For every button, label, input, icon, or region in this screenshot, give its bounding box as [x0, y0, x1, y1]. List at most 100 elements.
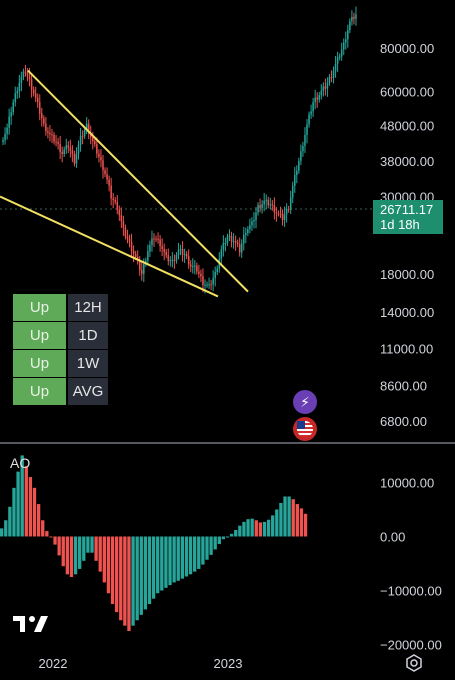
candle-body: [89, 133, 92, 138]
ao-bar: [246, 519, 250, 537]
candle-body: [112, 198, 114, 200]
candle-body: [263, 200, 265, 205]
candle-body: [147, 251, 149, 261]
candle-body: [16, 91, 19, 94]
us-flag-icon[interactable]: [293, 417, 317, 441]
settings-icon[interactable]: [405, 654, 423, 672]
candle-body: [289, 197, 292, 210]
candle-body: [59, 143, 61, 153]
candle-body: [143, 263, 145, 274]
candle-body: [49, 132, 51, 135]
ao-bar: [69, 536, 74, 578]
candle-body: [151, 238, 153, 245]
price-tick-label: 11000.00: [380, 341, 433, 356]
signal-timeframe: 1D: [68, 322, 108, 349]
signal-timeframe: AVG: [68, 378, 108, 405]
candle-body: [155, 238, 157, 240]
ao-bar: [28, 477, 33, 537]
ao-bar: [41, 520, 45, 537]
candle-body: [26, 72, 29, 76]
price-tick-label: 8600.00: [380, 379, 427, 394]
candle-body: [134, 253, 137, 257]
bar-countdown: 1d 18h: [380, 217, 420, 232]
candle-body: [77, 144, 80, 154]
ao-bar: [299, 508, 304, 537]
candle-body: [73, 153, 76, 164]
candle-body: [204, 284, 206, 286]
ao-tick-label: 10000.00: [380, 475, 434, 490]
ao-bar: [86, 536, 90, 553]
ao-bar: [188, 536, 193, 575]
ao-bar: [205, 536, 209, 560]
candle-body: [126, 236, 129, 239]
candle-body: [283, 214, 286, 221]
candle-body: [230, 236, 233, 242]
ao-bar: [262, 521, 267, 537]
candle-body: [104, 170, 106, 175]
ao-bar: [229, 533, 234, 537]
signal-timeframe: 1W: [68, 350, 108, 377]
candle-body: [98, 153, 100, 157]
candle-body: [28, 75, 31, 80]
ao-bar: [123, 536, 127, 626]
candle-body: [47, 131, 49, 133]
ao-bar: [57, 536, 61, 556]
candle-body: [53, 134, 55, 142]
ao-bar: [180, 536, 184, 579]
ao-bar: [168, 536, 172, 586]
ao-indicator-label[interactable]: AO: [10, 455, 31, 471]
signal-status: Up: [13, 350, 66, 377]
candle-body: [255, 212, 257, 221]
candle-body: [43, 118, 45, 124]
candle-body: [320, 90, 323, 96]
ao-tick-label: −20000.00: [380, 638, 442, 653]
candle-body: [63, 149, 66, 154]
tradingview-logo[interactable]: [13, 614, 49, 634]
price-tick-label: 14000.00: [380, 305, 434, 320]
time-axis: 2022 2023: [39, 656, 243, 671]
candle-body: [102, 160, 104, 171]
candle-body: [30, 79, 33, 90]
ao-bar: [172, 536, 176, 583]
ao-bar: [279, 502, 283, 537]
candle-body: [224, 243, 227, 245]
ao-bar: [221, 536, 226, 540]
candle-body: [85, 123, 88, 130]
ao-bar: [156, 536, 160, 594]
candle-body: [226, 236, 229, 244]
candle-body: [108, 179, 110, 186]
candle-body: [159, 239, 161, 247]
ao-bar: [160, 536, 164, 591]
candle-body: [206, 284, 208, 286]
candle-body: [106, 174, 108, 180]
candle-body: [196, 265, 198, 272]
candle-body: [128, 238, 131, 242]
candle-body: [10, 112, 12, 117]
candle-body: [110, 185, 112, 199]
ao-bar: [254, 520, 258, 537]
ao-bar: [147, 536, 152, 605]
candle-body: [96, 144, 98, 154]
signal-row: Up 1D: [13, 322, 109, 349]
candle-body: [153, 238, 155, 240]
candle-body: [334, 63, 337, 71]
trendline-upper: [27, 69, 249, 293]
candle-body: [336, 57, 339, 64]
candle-body: [51, 134, 53, 136]
candle-body: [120, 215, 123, 222]
ao-bar: [143, 536, 148, 610]
price-tick-label: 6800.00: [380, 414, 427, 429]
ao-bar: [65, 536, 70, 575]
candle-body: [351, 16, 353, 22]
ao-bar: [82, 536, 86, 561]
ao-tick-label: −10000.00: [380, 584, 442, 599]
candle-body: [240, 243, 243, 253]
bolt-icon[interactable]: ⚡: [293, 390, 317, 414]
ao-bar: [119, 536, 123, 621]
candle-body: [332, 70, 335, 78]
signal-status: Up: [13, 322, 66, 349]
candle-body: [20, 77, 23, 83]
ao-bar: [303, 513, 308, 537]
signal-timeframe: 12H: [68, 294, 108, 321]
